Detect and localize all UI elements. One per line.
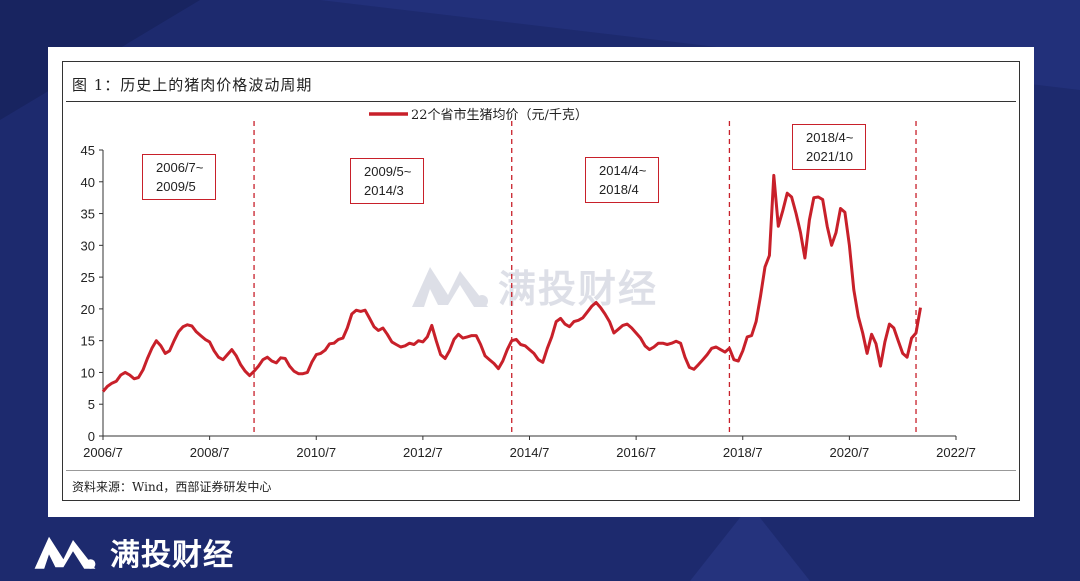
cycle-boundary-lines bbox=[253, 121, 917, 436]
legend-label: 22个省市生猪均价（元/千克） bbox=[411, 107, 588, 123]
annotation-cycle-2: 2009/5~ 2014/3 bbox=[350, 158, 425, 204]
figure-source: 资料来源：Wind，西部证券研发中心 bbox=[72, 480, 272, 494]
annotation-line: 2006/7~ bbox=[156, 160, 204, 175]
y-tick-label: 35 bbox=[81, 207, 95, 222]
annotation-line: 2009/5~ bbox=[364, 164, 412, 179]
annotation-cycle-3: 2014/4~ 2018/4 bbox=[585, 157, 660, 203]
y-tick-label: 45 bbox=[81, 143, 95, 158]
y-tick-label: 15 bbox=[81, 334, 95, 349]
series-line bbox=[101, 173, 922, 393]
title-rule bbox=[66, 101, 1016, 102]
source-rule bbox=[66, 470, 1016, 471]
axes: 0 5 10 15 20 25 30 35 40 45 2006/7 2008/7 2010/7 2012… bbox=[81, 143, 976, 460]
annotation-cycle-4: 2018/4~ 2021/10 bbox=[792, 124, 867, 170]
annotation-line: 2014/4~ bbox=[599, 163, 647, 178]
x-tick-label: 2006/7 bbox=[83, 445, 123, 460]
y-tick-label: 10 bbox=[81, 365, 95, 380]
figure-title: 图 1：历史上的猪肉价格波动周期 bbox=[72, 76, 313, 94]
chart-card bbox=[48, 47, 1034, 517]
x-tick-label: 2008/7 bbox=[190, 445, 230, 460]
annotation-line: 2018/4 bbox=[599, 182, 639, 197]
legend: 22个省市生猪均价（元/千克） bbox=[369, 107, 588, 123]
watermark: 满投财经 bbox=[408, 258, 658, 313]
x-tick-label: 2010/7 bbox=[296, 445, 336, 460]
x-tick-label: 2018/7 bbox=[723, 445, 763, 460]
x-tick-label: 2014/7 bbox=[510, 445, 550, 460]
x-tick-label: 2016/7 bbox=[616, 445, 656, 460]
y-tick-label: 30 bbox=[81, 238, 95, 253]
brand-logo-text: 满投财经 bbox=[110, 538, 234, 573]
annotation-line: 2009/5 bbox=[156, 179, 196, 194]
annotation-cycle-1: 2006/7~ 2009/5 bbox=[142, 154, 217, 200]
y-tick-label: 5 bbox=[88, 397, 95, 412]
y-tick-label: 20 bbox=[81, 302, 95, 317]
y-tick-label: 0 bbox=[88, 429, 95, 444]
y-tick-label: 40 bbox=[81, 175, 95, 190]
x-tick-label: 2012/7 bbox=[403, 445, 443, 460]
figure-frame bbox=[62, 61, 1020, 501]
background-shape bbox=[690, 505, 810, 581]
annotation-line: 2014/3 bbox=[364, 183, 404, 198]
watermark-logo-icon bbox=[412, 266, 488, 307]
x-tick-label: 2022/7 bbox=[936, 445, 976, 460]
watermark-text: 满投财经 bbox=[498, 267, 659, 311]
y-tick-label: 25 bbox=[81, 270, 95, 285]
annotation-line: 2018/4~ bbox=[806, 130, 854, 145]
annotation-line: 2021/10 bbox=[806, 149, 853, 164]
x-tick-label: 2020/7 bbox=[829, 445, 869, 460]
brand-logo-icon bbox=[34, 536, 96, 569]
brand-logo: 满投财经 bbox=[28, 530, 234, 574]
